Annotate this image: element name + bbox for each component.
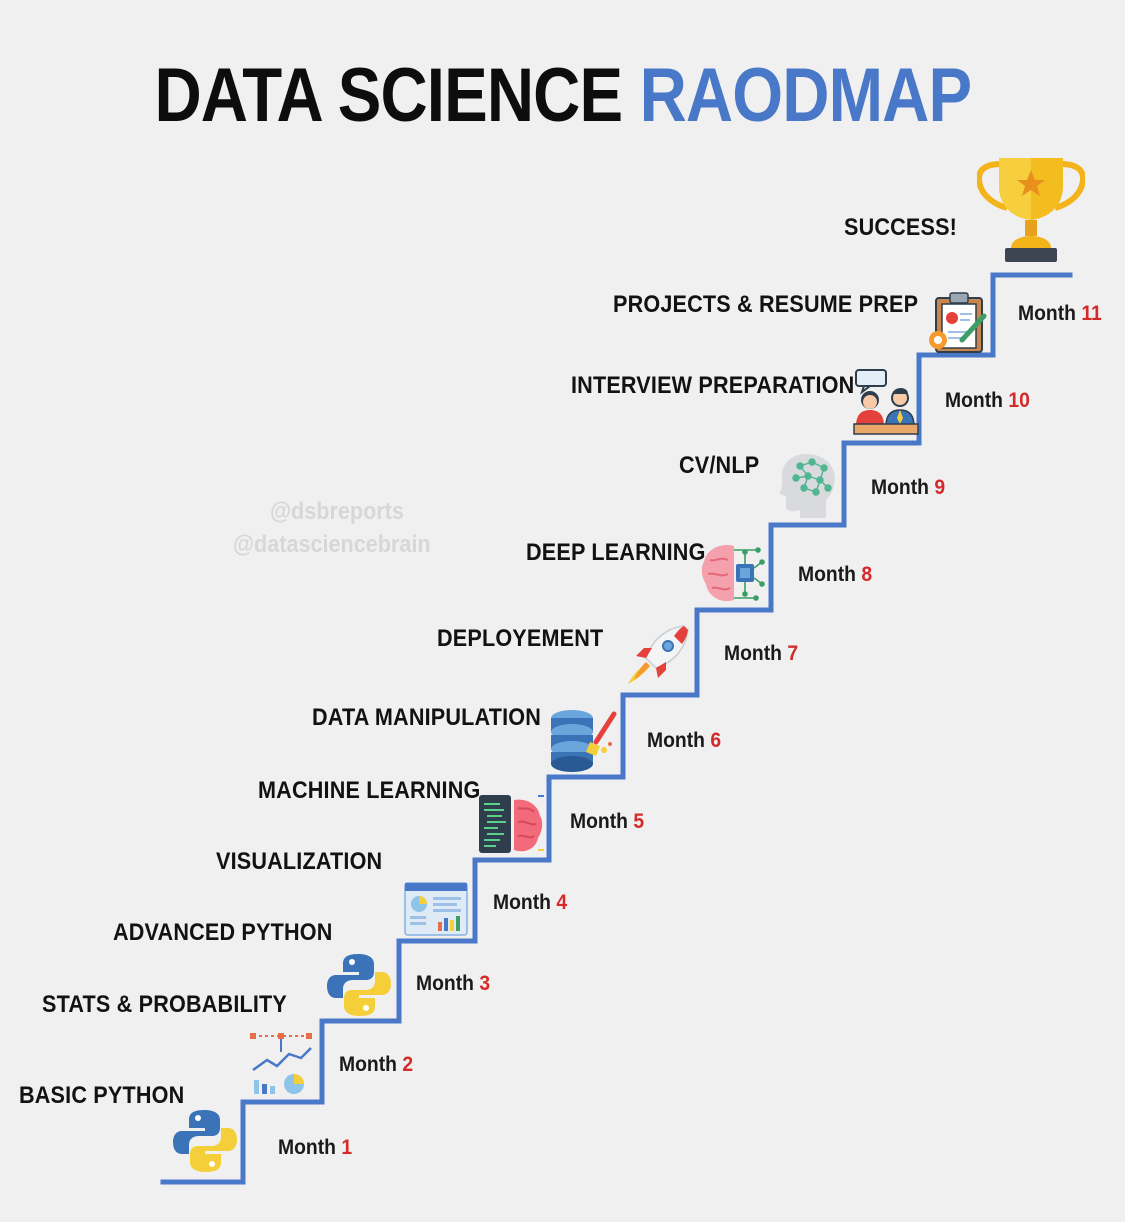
database-brush-icon <box>551 710 617 772</box>
success-label: SUCCESS! <box>844 214 958 241</box>
month-label-11: Month 11 <box>1018 302 1102 325</box>
page-title: DATA SCIENCE RAODMAP <box>79 52 1047 139</box>
step-label-projects-resume: PROJECTS & RESUME PREP <box>613 291 919 318</box>
rocket-icon <box>628 625 689 684</box>
watermark-datasciencebrain: @datasciencebrain <box>233 531 431 558</box>
step-label-interview-preparation: INTERVIEW PREPARATION <box>571 372 855 399</box>
step-label-data-manipulation: DATA MANIPULATION <box>312 704 542 731</box>
step-label-basic-python: BASIC PYTHON <box>19 1082 185 1109</box>
step-label-visualization: VISUALIZATION <box>216 848 383 875</box>
watermark-dsbreports: @dsbreports <box>270 498 404 525</box>
stats-chart-icon <box>250 1033 312 1094</box>
month-label-7: Month 7 <box>724 642 799 665</box>
step-label-advanced-python: ADVANCED PYTHON <box>113 919 333 946</box>
step-label-deployement: DEPLOYEMENT <box>437 625 604 652</box>
month-label-5: Month 5 <box>570 810 645 833</box>
step-label-machine-learning: MACHINE LEARNING <box>258 777 481 804</box>
circuit-brain-icon <box>701 544 765 602</box>
month-label-3: Month 3 <box>416 972 491 995</box>
step-label-deep-learning: DEEP LEARNING <box>526 539 706 566</box>
head-network-icon <box>780 454 835 518</box>
month-label-4: Month 4 <box>493 891 568 914</box>
title-accent: RAODMAP <box>639 53 973 138</box>
trophy-icon <box>977 158 1085 262</box>
month-label-2: Month 2 <box>339 1053 414 1076</box>
month-label-8: Month 8 <box>798 563 873 586</box>
interview-icon <box>853 369 919 435</box>
step-label-stats-probability: STATS & PROBABILITY <box>42 991 288 1018</box>
month-label-10: Month 10 <box>945 389 1030 412</box>
step-label-cv-nlp: CV/NLP <box>679 452 760 479</box>
dashboard-icon <box>404 882 468 936</box>
clipboard-icon <box>929 292 987 353</box>
title-main: DATA SCIENCE <box>154 53 623 138</box>
month-label-9: Month 9 <box>871 476 946 499</box>
code-brain-icon <box>479 795 544 853</box>
python-icon <box>327 954 391 1016</box>
month-label-6: Month 6 <box>647 729 722 752</box>
python-icon <box>173 1110 237 1172</box>
month-label-1: Month 1 <box>278 1136 353 1159</box>
